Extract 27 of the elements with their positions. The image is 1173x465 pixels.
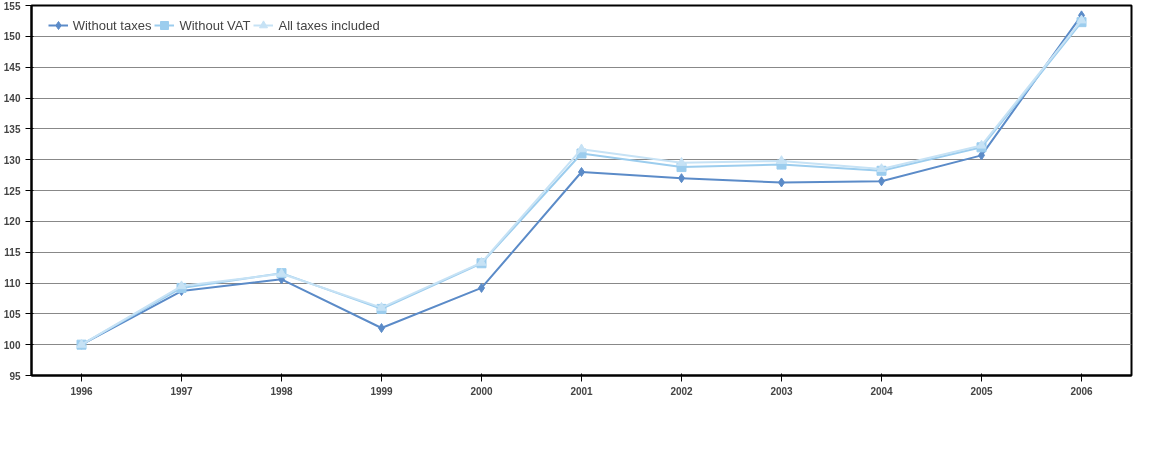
x-tick-label: 2006: [1070, 385, 1094, 397]
y-tick-label: 95: [9, 370, 21, 382]
y-tick-label: 135: [3, 123, 21, 135]
x-tick-label: 1999: [370, 385, 394, 397]
x-tick-label: 2003: [770, 385, 794, 397]
y-tick-label: 130: [3, 154, 21, 166]
y-tick-label: 145: [3, 62, 21, 74]
y-tick-label: 150: [3, 31, 21, 43]
x-tick-label: 1997: [170, 385, 194, 397]
y-tick-label: 125: [3, 185, 21, 197]
x-tick-label: 2002: [670, 385, 694, 397]
x-tick-label: 1996: [70, 385, 94, 397]
y-tick-label: 140: [3, 93, 21, 104]
y-tick-label: 110: [4, 278, 21, 289]
x-tick-label: 2005: [970, 385, 994, 397]
legend-label: All taxes included: [278, 17, 380, 33]
y-tick-label: 120: [3, 216, 21, 228]
y-tick-label: 100: [3, 339, 21, 351]
legend-label: Without VAT: [179, 17, 251, 33]
x-tick-label: 1998: [270, 385, 294, 397]
y-tick-label: 155: [3, 0, 21, 12]
y-tick-label: 105: [3, 308, 21, 320]
y-tick-label: 115: [4, 247, 21, 259]
x-tick-label: 2000: [470, 385, 494, 397]
legend-label: Without taxes: [72, 17, 152, 33]
x-tick-label: 2004: [870, 385, 894, 397]
x-tick-label: 2001: [570, 385, 594, 397]
